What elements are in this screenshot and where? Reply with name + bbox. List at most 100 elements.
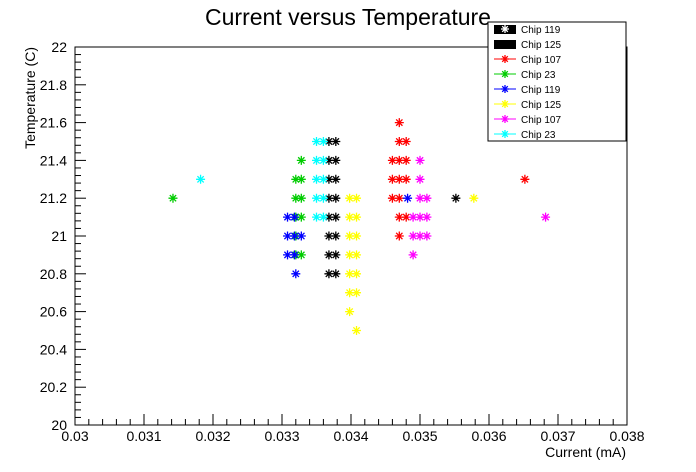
data-point	[469, 193, 479, 203]
data-point	[387, 155, 397, 165]
data-point	[296, 155, 306, 165]
data-point	[408, 250, 418, 260]
data-point	[415, 174, 425, 184]
data-point	[401, 212, 411, 222]
data-point	[296, 193, 306, 203]
data-point	[345, 307, 355, 317]
y-tick-label: 21.8	[40, 77, 67, 93]
legend-marker	[501, 85, 509, 93]
legend-label: Chip 23	[521, 70, 556, 81]
data-point	[352, 269, 362, 279]
legend: Chip 119 Chip 125 Chip 107 Chip 23 Chip 119 C…	[487, 21, 627, 142]
x-tick-label: 0.031	[126, 428, 161, 444]
data-point	[331, 231, 341, 241]
data-point	[415, 193, 425, 203]
y-axis-label: Temperature (C)	[22, 47, 38, 149]
data-point	[331, 250, 341, 260]
y-tick-label: 20.6	[40, 304, 67, 320]
data-point	[331, 174, 341, 184]
data-point	[289, 231, 299, 241]
data-point	[168, 193, 178, 203]
data-point	[324, 193, 334, 203]
data-point	[352, 231, 362, 241]
legend-label: Chip 119	[521, 85, 561, 96]
data-point	[394, 155, 404, 165]
x-tick-label: 0.032	[195, 428, 230, 444]
y-tick-label: 21	[51, 228, 67, 244]
data-point	[291, 174, 301, 184]
data-point	[291, 193, 301, 203]
data-point	[283, 231, 293, 241]
data-point	[352, 212, 362, 222]
data-point	[331, 212, 341, 222]
data-point	[408, 212, 418, 222]
data-point	[345, 288, 355, 298]
data-point	[331, 269, 341, 279]
y-tick-label: 21.6	[40, 115, 67, 131]
data-point	[312, 193, 321, 203]
legend-swatch	[494, 40, 516, 49]
data-point	[352, 250, 362, 260]
data-point	[318, 212, 328, 222]
data-point	[296, 231, 306, 241]
data-point	[394, 231, 404, 241]
data-point	[387, 174, 397, 184]
data-point	[324, 155, 334, 165]
data-point	[324, 250, 334, 260]
x-tick-label: 0.036	[471, 428, 506, 444]
data-point	[415, 231, 425, 241]
data-point	[291, 269, 301, 279]
x-tick-label: 0.034	[333, 428, 368, 444]
data-point	[352, 288, 362, 298]
y-tick-label: 20	[51, 417, 67, 433]
x-tick-label: 0.035	[402, 428, 437, 444]
data-point	[415, 212, 425, 222]
chart-title: Current versus Temperature	[205, 4, 491, 30]
x-tick-label: 0.037	[540, 428, 575, 444]
data-point	[318, 137, 328, 146]
data-point	[394, 174, 404, 184]
y-tick-label: 20.2	[40, 379, 67, 395]
legend-label: Chip 107	[521, 55, 561, 66]
legend-marker	[501, 25, 509, 33]
x-tick-label: 0.03	[61, 428, 88, 444]
legend-label: Chip 107	[521, 115, 561, 126]
data-point	[324, 174, 334, 184]
data-point	[387, 193, 397, 203]
data-point	[318, 193, 328, 203]
data-point	[324, 137, 334, 146]
data-point	[394, 137, 404, 146]
y-tick-label: 20.4	[40, 341, 67, 357]
x-tick-label: 0.038	[609, 428, 644, 444]
x-tick-label: 0.033	[264, 428, 299, 444]
data-point	[312, 137, 321, 146]
data-point	[520, 174, 530, 184]
y-tick-label: 22	[51, 39, 67, 55]
y-tick-label: 21.4	[40, 152, 67, 168]
legend-marker	[501, 130, 509, 138]
data-point	[541, 212, 551, 222]
data-point	[283, 212, 293, 222]
legend-marker	[501, 70, 509, 78]
data-point	[422, 193, 432, 203]
data-point	[324, 269, 334, 279]
data-point	[296, 250, 306, 260]
data-point	[312, 212, 321, 222]
data-point	[422, 231, 432, 241]
data-point	[289, 250, 299, 260]
data-point	[296, 174, 306, 184]
data-point	[345, 212, 355, 222]
data-point	[403, 193, 413, 203]
data-point	[345, 231, 355, 241]
data-point	[352, 326, 362, 335]
data-point	[394, 118, 404, 128]
data-point	[289, 212, 299, 222]
data-point	[312, 174, 321, 184]
data-point	[352, 193, 362, 203]
data-point	[324, 231, 334, 241]
data-point	[408, 231, 418, 241]
x-axis-label: Current (mA)	[545, 444, 626, 460]
data-point	[324, 212, 334, 222]
data-point	[451, 193, 461, 203]
legend-marker	[501, 55, 509, 63]
